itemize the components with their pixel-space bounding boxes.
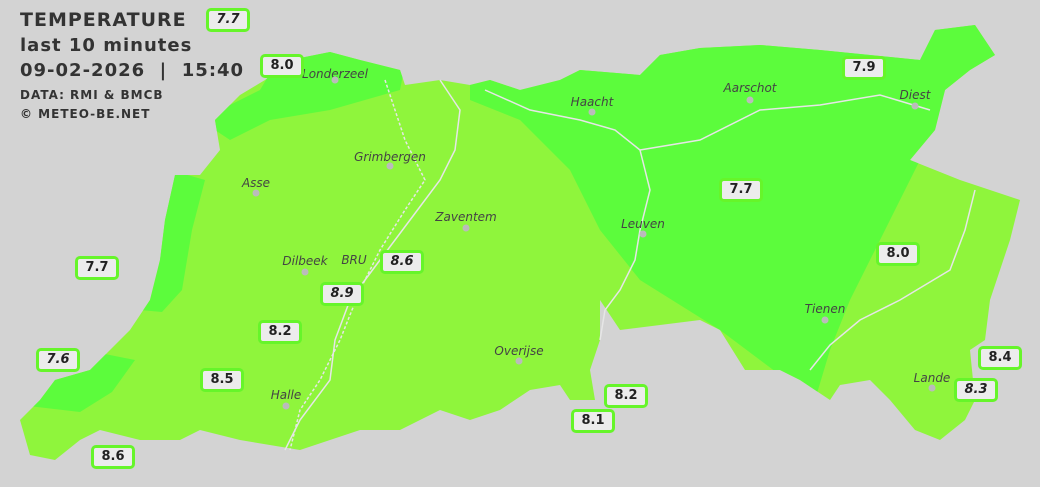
map-datetime: 09-02-2026 | 15:40 <box>20 60 245 81</box>
station-temperature-label[interactable]: 8.0 <box>260 54 304 78</box>
city-label: Zaventem <box>435 210 497 224</box>
city-label: Lande <box>913 371 951 385</box>
station-temperature-label[interactable]: 8.2 <box>258 320 302 344</box>
city-marker-icon <box>639 230 647 238</box>
city-marker-icon <box>588 108 596 116</box>
station-temperature-label[interactable]: 8.2 <box>604 384 648 408</box>
zone-dark-east <box>470 25 1000 400</box>
city-marker-icon <box>301 268 309 276</box>
station-temperature-label[interactable]: 8.6 <box>380 250 424 274</box>
station-temperature-label[interactable]: 7.7 <box>206 8 250 32</box>
city-label: Halle <box>270 388 302 402</box>
data-source: DATA: RMI & BMCB <box>20 88 164 102</box>
city-label: Haacht <box>570 95 614 109</box>
station-temperature-label[interactable]: 7.6 <box>36 348 80 372</box>
station-temperature-label[interactable]: 8.4 <box>978 346 1022 370</box>
city-label: Asse <box>241 176 271 190</box>
station-temperature-label[interactable]: 7.7 <box>75 256 119 280</box>
city-label: Leuven <box>621 217 665 231</box>
station-temperature-label[interactable]: 8.1 <box>571 409 615 433</box>
station-temperature-label[interactable]: 8.5 <box>200 368 244 392</box>
city-marker-icon <box>282 402 290 410</box>
station-temperature-label[interactable]: 7.9 <box>842 56 886 80</box>
city-marker-icon <box>515 357 523 365</box>
city-label: Londerzeel <box>302 67 368 81</box>
station-temperature-label[interactable]: 7.7 <box>719 178 763 202</box>
city-marker-icon <box>821 316 829 324</box>
city-marker-icon <box>331 76 339 84</box>
station-temperature-label[interactable]: 8.0 <box>876 242 920 266</box>
zone-dark-northwest <box>200 40 410 140</box>
city-label: Grimbergen <box>354 150 426 164</box>
copyright: © METEO-BE.NET <box>20 107 151 121</box>
city-marker-icon <box>928 384 936 392</box>
station-temperature-label[interactable]: 8.9 <box>320 282 364 306</box>
map-title: TEMPERATURE <box>20 9 187 31</box>
map-subtitle: last 10 minutes <box>20 35 193 56</box>
city-label: Tienen <box>804 302 846 316</box>
station-temperature-label[interactable]: 8.3 <box>954 378 998 402</box>
city-marker-icon <box>252 189 260 197</box>
zone-dark-west <box>140 170 205 312</box>
city-label: BRU <box>341 253 367 267</box>
city-marker-icon <box>386 162 394 170</box>
city-marker-icon <box>911 102 919 110</box>
city-label: Dilbeek <box>282 254 328 268</box>
city-marker-icon <box>746 96 754 104</box>
city-label: Diest <box>899 88 931 102</box>
station-temperature-label[interactable]: 8.6 <box>91 445 135 469</box>
city-label: Overijse <box>494 344 544 358</box>
city-label: Aarschot <box>723 81 777 95</box>
city-marker-icon <box>462 224 470 232</box>
